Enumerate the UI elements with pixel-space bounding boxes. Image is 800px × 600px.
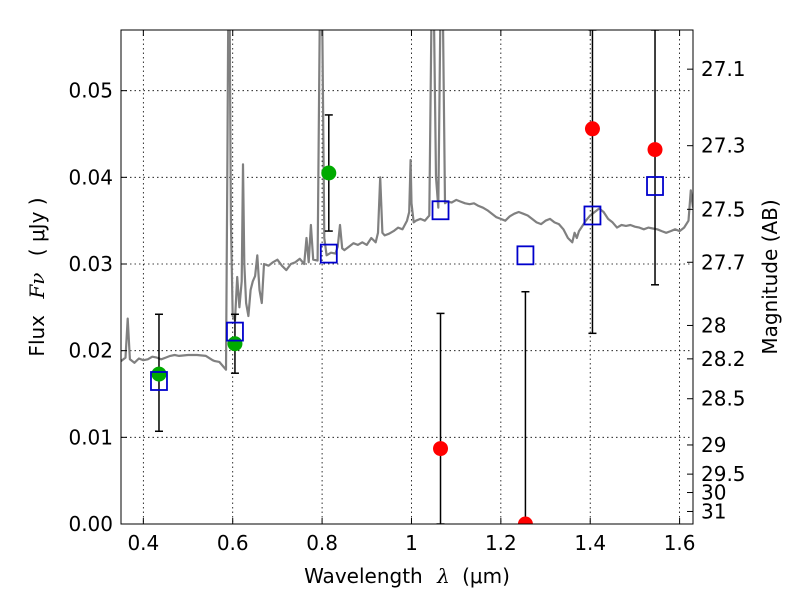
y-axis-label: Flux Fν ( μJy ) <box>25 197 49 356</box>
x-axis-label-symbol: λ <box>436 564 450 588</box>
y-axis-label-text: Flux <box>25 315 49 357</box>
x-axis-label-text: Wavelength <box>304 564 423 588</box>
errorbar-layer <box>154 30 660 524</box>
data-point <box>433 441 449 457</box>
model-square <box>583 205 602 226</box>
mag-tick-label: 27.7 <box>701 250 746 274</box>
data-point <box>647 142 663 158</box>
x-tick-label: 1.2 <box>485 531 517 555</box>
x-tick-label: 0.4 <box>127 531 159 555</box>
data-point <box>584 121 600 137</box>
x-tick-label: 1.4 <box>574 531 606 555</box>
y-tick-label: 0.05 <box>68 79 113 103</box>
x-axis-label-unit: (μm) <box>462 564 510 588</box>
data-point <box>517 516 533 524</box>
y-tick-label: 0.03 <box>68 252 113 276</box>
model-square <box>226 321 244 342</box>
mag-tick-label: 28 <box>701 313 726 337</box>
spectrum-layer <box>121 30 693 371</box>
mag-tick-label: 27.3 <box>701 134 746 158</box>
tick-layer: 0.4 0.6 0.8 1 1.2 1.4 1.6 0.00 0.01 0.02 0.03 0.04 0… <box>68 30 746 555</box>
model-square <box>516 245 535 266</box>
mag-tick-label: 27.1 <box>701 57 746 81</box>
mag-tick-label: 27.5 <box>701 197 746 221</box>
mag-tick-label: 29 <box>701 433 726 457</box>
right-axis-label: Magnitude (AB) <box>758 199 782 354</box>
mag-tick-label: 30 <box>701 481 726 505</box>
spectrum-line <box>121 30 693 371</box>
x-axis-label: Wavelength λ (μm) <box>304 564 510 588</box>
x-tick-label: 0.6 <box>217 531 249 555</box>
marker-layer <box>150 121 664 524</box>
mag-tick-label: 29.5 <box>701 462 746 486</box>
model-square <box>150 371 168 391</box>
y-tick-label: 0.01 <box>68 425 113 449</box>
x-tick-label: 1 <box>405 531 418 555</box>
model-square <box>319 243 338 264</box>
model-square <box>431 200 450 221</box>
model-square <box>646 176 664 196</box>
mag-tick-label: 31 <box>701 499 726 523</box>
y-axis-label-unit: ( μJy ) <box>25 197 49 256</box>
data-point <box>227 336 243 352</box>
y-tick-label: 0.02 <box>68 339 113 363</box>
data-point <box>321 165 337 181</box>
mag-tick-label: 28.2 <box>701 347 746 371</box>
x-tick-label: 0.8 <box>306 531 338 555</box>
data-point <box>151 366 167 382</box>
y-tick-label: 0.04 <box>68 165 113 189</box>
plot-frame <box>120 29 694 525</box>
mag-tick-label: 28.5 <box>701 387 746 411</box>
grid <box>121 30 693 525</box>
x-tick-label: 1.6 <box>664 531 696 555</box>
y-axis-label-symbol: Fν <box>25 273 49 300</box>
y-tick-label: 0.00 <box>68 512 113 536</box>
